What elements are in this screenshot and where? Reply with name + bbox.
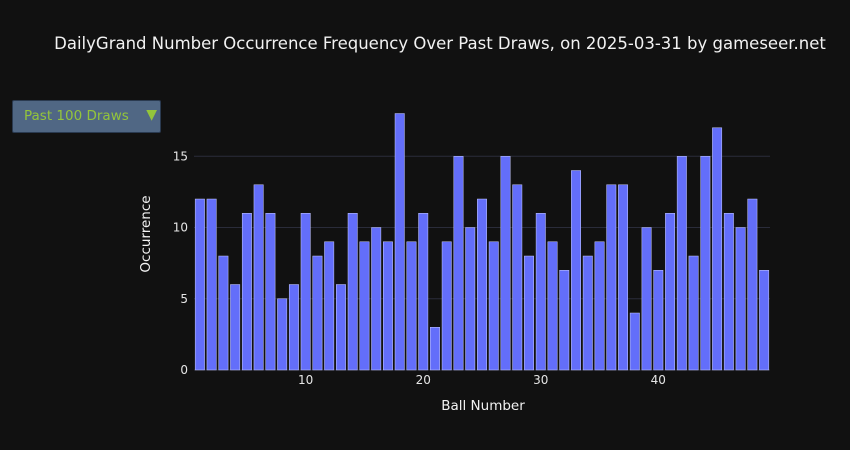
bar-ball-4 bbox=[230, 284, 241, 371]
bar-ball-28 bbox=[512, 184, 523, 371]
bar-ball-26 bbox=[488, 241, 499, 371]
x-tick-label: 30 bbox=[533, 373, 548, 387]
y-tick-labels: 0 5 10 15 bbox=[173, 149, 188, 377]
bar-ball-38 bbox=[629, 312, 640, 371]
bar-ball-3 bbox=[218, 255, 229, 371]
bar-ball-2 bbox=[206, 198, 217, 371]
bar-ball-46 bbox=[723, 213, 734, 371]
bar-ball-7 bbox=[265, 213, 276, 371]
bar-ball-22 bbox=[441, 241, 452, 371]
bar-ball-12 bbox=[324, 241, 335, 371]
bar-ball-29 bbox=[524, 255, 534, 371]
bar-ball-31 bbox=[547, 241, 558, 371]
bar-ball-40 bbox=[653, 270, 664, 371]
bar-ball-18 bbox=[394, 113, 405, 371]
bar-ball-20 bbox=[418, 213, 429, 371]
bar-ball-21 bbox=[430, 327, 440, 371]
bars bbox=[194, 113, 770, 371]
draw-range-dropdown[interactable]: Past 100 Draws ▼ bbox=[12, 100, 161, 133]
bar-ball-35 bbox=[594, 241, 605, 371]
bar-ball-48 bbox=[747, 198, 758, 371]
x-tick-label: 10 bbox=[298, 373, 313, 387]
bar-ball-23 bbox=[453, 156, 464, 371]
bar-ball-9 bbox=[288, 284, 299, 371]
bar-ball-15 bbox=[359, 241, 370, 371]
bar-ball-27 bbox=[500, 156, 511, 371]
bar-ball-47 bbox=[735, 227, 746, 371]
bar-ball-1 bbox=[194, 198, 205, 371]
y-tick-label: 5 bbox=[180, 292, 188, 306]
y-tick-label: 0 bbox=[180, 363, 188, 377]
bar-ball-43 bbox=[688, 255, 699, 371]
chart-title: DailyGrand Number Occurrence Frequency O… bbox=[54, 34, 826, 53]
y-tick-label: 10 bbox=[173, 221, 188, 235]
bar-ball-44 bbox=[700, 156, 711, 371]
y-tick-label: 15 bbox=[173, 149, 188, 163]
x-tick-label: 20 bbox=[416, 373, 431, 387]
bar-ball-32 bbox=[559, 270, 570, 371]
x-tick-labels: 10 20 30 40 bbox=[298, 373, 666, 387]
bar-ball-13 bbox=[335, 284, 346, 371]
bar-ball-17 bbox=[383, 241, 393, 371]
bar-ball-37 bbox=[618, 184, 629, 371]
bar-ball-8 bbox=[277, 298, 288, 371]
bar-ball-45 bbox=[712, 127, 723, 371]
bar-ball-6 bbox=[253, 184, 264, 371]
bar-ball-19 bbox=[406, 241, 417, 371]
bar-ball-34 bbox=[582, 255, 593, 371]
bar-ball-5 bbox=[241, 213, 252, 371]
bar-ball-39 bbox=[641, 227, 652, 371]
bar-ball-42 bbox=[676, 156, 687, 371]
bar-ball-14 bbox=[347, 213, 358, 371]
bar-ball-49 bbox=[759, 270, 770, 371]
x-tick-label: 40 bbox=[651, 373, 666, 387]
bar-ball-25 bbox=[477, 198, 487, 371]
chevron-down-icon: ▼ bbox=[146, 107, 157, 123]
y-axis-title: Occurrence bbox=[138, 195, 154, 272]
x-axis-title: Ball Number bbox=[441, 398, 525, 414]
bar-ball-41 bbox=[665, 213, 676, 371]
bar-ball-36 bbox=[606, 184, 617, 371]
bar-ball-30 bbox=[535, 213, 546, 371]
bar-ball-11 bbox=[312, 255, 323, 371]
bar-ball-10 bbox=[300, 213, 311, 371]
dropdown-selected-label: Past 100 Draws bbox=[24, 108, 129, 124]
bar-ball-33 bbox=[571, 170, 581, 371]
bar-ball-16 bbox=[371, 227, 382, 371]
bar-ball-24 bbox=[465, 227, 476, 371]
